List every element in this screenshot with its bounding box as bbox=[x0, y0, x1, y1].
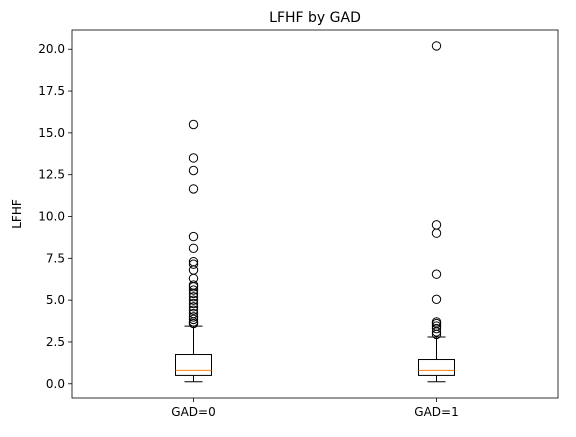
outlier-point bbox=[431, 41, 442, 51]
y-tick-label: 20.0 bbox=[38, 42, 65, 56]
outlier-point bbox=[188, 298, 199, 309]
iqr-box bbox=[418, 359, 455, 376]
y-tick-label: 17.5 bbox=[38, 84, 65, 98]
axes-frame bbox=[71, 29, 559, 399]
outlier-point bbox=[431, 323, 442, 334]
y-tick-label: 5.0 bbox=[46, 293, 65, 307]
outlier-point bbox=[188, 256, 199, 267]
y-tick-label: 12.5 bbox=[38, 168, 65, 182]
y-axis-label: LFHF bbox=[10, 199, 24, 229]
outlier-point bbox=[188, 153, 199, 163]
outlier-point bbox=[188, 231, 199, 242]
box-group-gad-0 bbox=[175, 119, 212, 383]
iqr-box bbox=[175, 354, 212, 376]
outlier-point bbox=[188, 308, 199, 319]
box-group-gad-1 bbox=[418, 41, 455, 383]
outlier-point bbox=[188, 314, 199, 325]
outlier-point bbox=[431, 269, 442, 279]
outlier-point bbox=[431, 294, 442, 305]
outlier-point bbox=[431, 228, 442, 238]
outlier-point bbox=[188, 292, 199, 302]
outlier-point bbox=[188, 280, 199, 290]
outlier-point bbox=[188, 259, 199, 269]
outlier-point bbox=[188, 119, 199, 130]
outlier-point bbox=[188, 243, 199, 253]
outlier-point bbox=[188, 305, 199, 315]
y-tick-label: 0.0 bbox=[46, 377, 65, 391]
outlier-point bbox=[188, 165, 199, 176]
outlier-point bbox=[188, 184, 199, 194]
outlier-point bbox=[188, 285, 199, 295]
chart-title: LFHF by GAD bbox=[269, 10, 361, 26]
outlier-point bbox=[431, 317, 442, 327]
outlier-point bbox=[431, 220, 442, 230]
y-tick-label: 2.5 bbox=[46, 335, 65, 349]
outlier-point bbox=[188, 302, 199, 312]
x-tick-label: GAD=1 bbox=[414, 405, 458, 419]
outlier-point bbox=[188, 295, 199, 305]
outlier-point bbox=[188, 312, 199, 322]
y-tick-label: 10.0 bbox=[38, 210, 65, 224]
y-tick-label: 15.0 bbox=[38, 126, 65, 140]
y-tick-label: 7.5 bbox=[46, 251, 65, 265]
plot-area: 0.0 2.5 5.0 7.5 10.0 12.5 15.0 17.5 20.0 GAD=0 GAD… bbox=[38, 29, 559, 419]
x-tick-label: GAD=0 bbox=[171, 405, 215, 419]
outlier-point bbox=[431, 321, 442, 331]
